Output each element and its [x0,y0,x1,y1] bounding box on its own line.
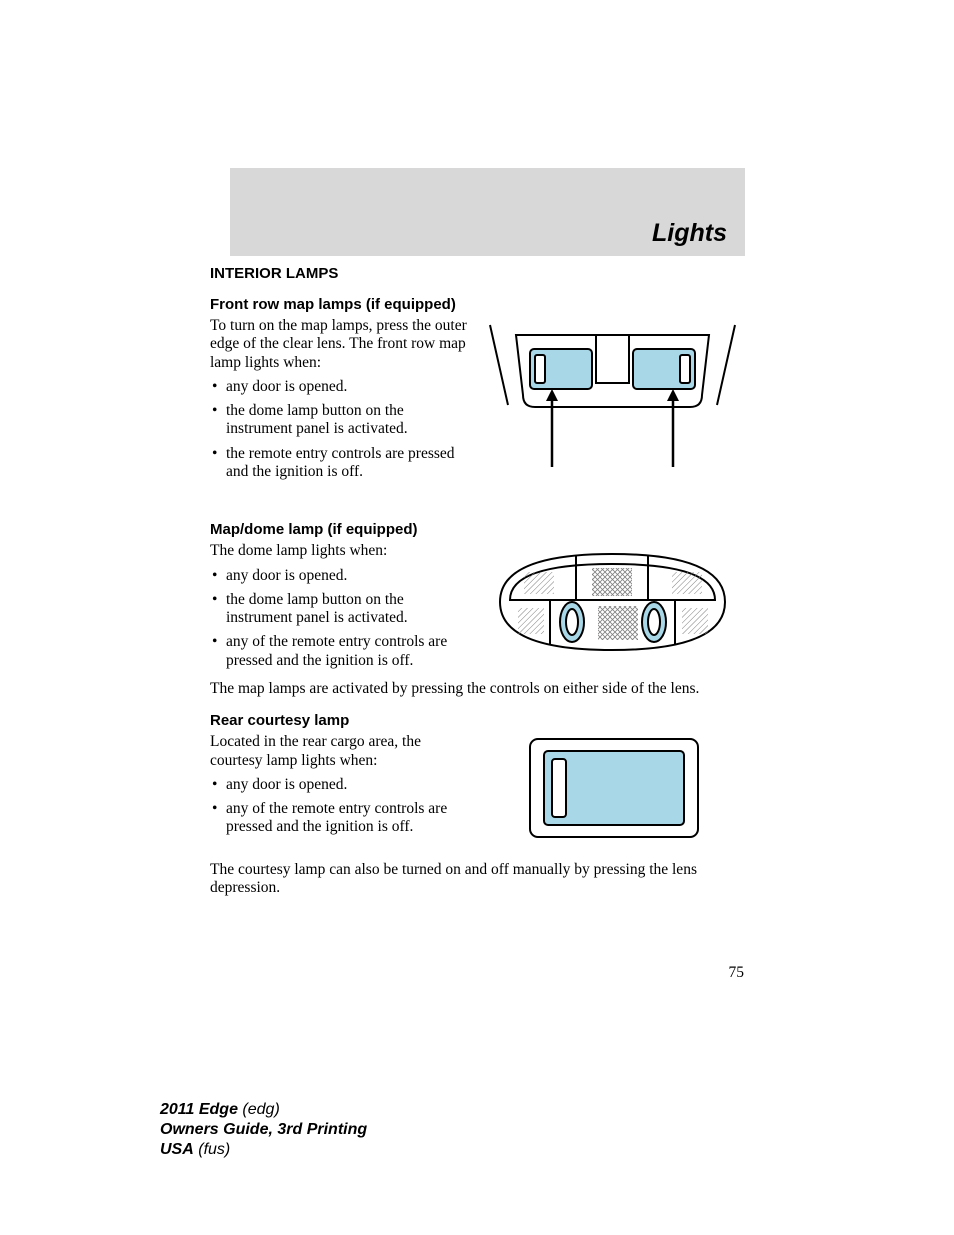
figure-map-dome-lamp [480,542,745,662]
page-content: INTERIOR LAMPS Front row map lamps (if e… [210,265,745,903]
footer-model: 2011 Edge [160,1101,238,1118]
subsection-heading-front-row: Front row map lamps (if equipped) [210,296,745,313]
map-dome-after: The map lamps are activated by pressing … [210,680,745,698]
chapter-title: Lights [652,219,727,248]
footer-region-code: (fus) [198,1141,230,1158]
map-dome-bullets: any door is opened. the dome lamp button… [210,567,468,670]
map-dome-intro: The dome lamp lights when: [210,542,468,560]
figure-front-row-map-lamps [480,317,745,477]
footer-model-code: (edg) [242,1101,279,1118]
subsection-heading-rear-courtesy: Rear courtesy lamp [210,712,745,729]
page-number: 75 [729,964,745,982]
footer-guide: Owners Guide, 3rd Printing [160,1120,367,1140]
bullet-item: any door is opened. [226,378,468,396]
subsection-heading-map-dome: Map/dome lamp (if equipped) [210,521,745,538]
figure-rear-courtesy-lamp [484,733,704,843]
header-band: Lights [230,168,745,256]
bullet-item: any of the remote entry controls are pre… [226,633,468,670]
front-row-intro: To turn on the map lamps, press the oute… [210,317,468,372]
bullet-item: the dome lamp button on the instrument p… [226,402,468,439]
bullet-item: any door is opened. [226,567,468,585]
rear-courtesy-bullets: any door is opened. any of the remote en… [210,776,472,837]
bullet-item: the remote entry controls are pressed an… [226,445,468,482]
rear-courtesy-intro: Located in the rear cargo area, the cour… [210,733,472,770]
rear-courtesy-after: The courtesy lamp can also be turned on … [210,861,745,898]
section-heading: INTERIOR LAMPS [210,265,745,282]
footer: 2011 Edge (edg) Owners Guide, 3rd Printi… [160,1100,367,1160]
bullet-item: any of the remote entry controls are pre… [226,800,472,837]
bullet-item: the dome lamp button on the instrument p… [226,591,468,628]
front-row-bullets: any door is opened. the dome lamp button… [210,378,468,481]
footer-region: USA [160,1141,194,1158]
bullet-item: any door is opened. [226,776,472,794]
